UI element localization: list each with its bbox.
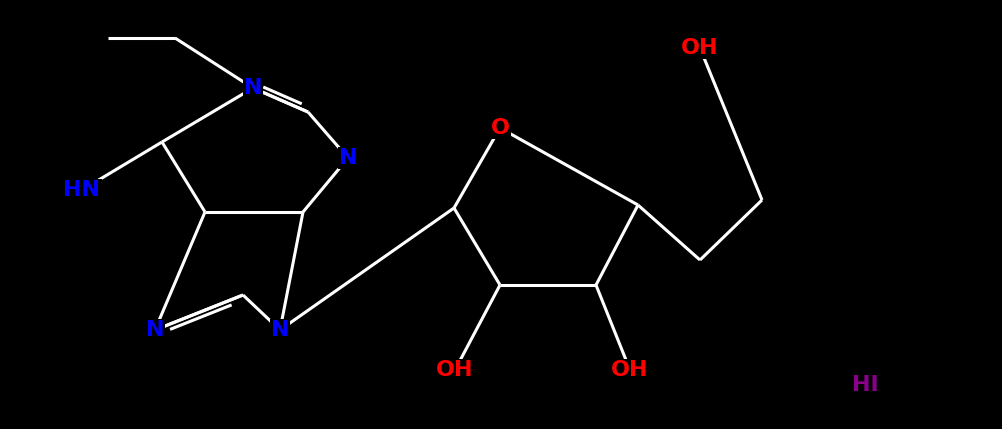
Text: N: N	[271, 320, 290, 340]
Text: N: N	[145, 320, 164, 340]
Text: N: N	[243, 78, 263, 98]
Text: OH: OH	[436, 360, 474, 380]
Text: O: O	[491, 118, 509, 138]
Text: HN: HN	[63, 180, 100, 200]
Text: OH: OH	[611, 360, 648, 380]
Text: OH: OH	[681, 38, 718, 58]
Text: HI: HI	[852, 375, 879, 395]
Text: N: N	[339, 148, 358, 168]
